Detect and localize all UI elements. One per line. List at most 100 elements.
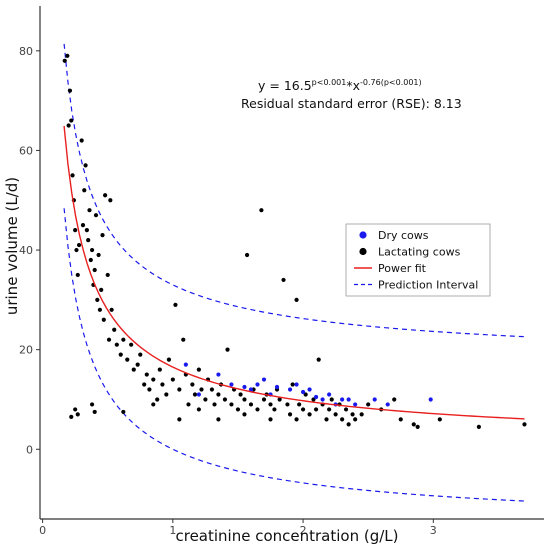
- data-point: [138, 352, 143, 357]
- data-point: [316, 357, 321, 362]
- data-point: [307, 412, 312, 417]
- data-point: [75, 412, 80, 417]
- data-point: [166, 357, 172, 362]
- data-point: [112, 327, 117, 332]
- data-point: [248, 387, 254, 392]
- data-point: [87, 208, 92, 213]
- data-point: [151, 402, 156, 407]
- axes: 0 1 2 3 0 20 40 60 80: [19, 6, 544, 537]
- y-tick-label: 20: [19, 344, 33, 357]
- data-point: [281, 277, 286, 283]
- data-point: [65, 53, 70, 58]
- data-point: [67, 88, 73, 93]
- data-point: [428, 397, 433, 402]
- data-point: [97, 307, 103, 312]
- data-point: [372, 397, 377, 402]
- data-point: [274, 384, 280, 390]
- data-point: [92, 409, 97, 415]
- data-point: [106, 337, 112, 342]
- data-point: [135, 362, 140, 367]
- data-point: [353, 402, 358, 407]
- data-point: [313, 407, 319, 412]
- legend-label: Power fit: [378, 262, 427, 275]
- data-point: [157, 367, 162, 372]
- data-point: [86, 237, 91, 243]
- data-point: [300, 389, 306, 395]
- data-point: [311, 397, 316, 402]
- data-point: [62, 58, 67, 63]
- data-point: [437, 417, 442, 422]
- data-point: [297, 402, 302, 407]
- data-point: [222, 397, 228, 402]
- data-point: [366, 402, 371, 407]
- y-axis-title: urine volume (L/d): [3, 177, 21, 315]
- data-point: [294, 382, 299, 387]
- data-point: [229, 402, 234, 407]
- data-point: [277, 397, 282, 402]
- data-point: [70, 173, 75, 178]
- data-point: [346, 422, 351, 427]
- data-point: [147, 387, 152, 392]
- data-point: [95, 297, 100, 302]
- data-point: [177, 387, 182, 392]
- data-point: [96, 252, 101, 258]
- data-point: [272, 407, 277, 412]
- data-point: [313, 394, 319, 400]
- data-point: [160, 382, 165, 387]
- data-point: [203, 397, 208, 402]
- data-point: [385, 402, 390, 407]
- data-point: [261, 397, 267, 402]
- y-tick-label: 0: [26, 443, 33, 456]
- data-point: [333, 412, 338, 417]
- data-point: [192, 392, 198, 397]
- data-point: [287, 412, 293, 417]
- equation-annotation: y = 16.5p<0.001*x-0.76(p<0.001): [258, 78, 422, 93]
- data-point: [346, 397, 351, 402]
- data-point: [164, 392, 169, 397]
- data-point: [105, 272, 110, 278]
- data-point: [235, 407, 241, 412]
- prediction-interval-lower: [63, 208, 525, 502]
- data-point: [131, 367, 136, 372]
- data-point: [300, 407, 306, 412]
- x-tick-label: 2: [300, 524, 307, 537]
- data-point: [324, 417, 329, 422]
- data-point: [155, 397, 160, 402]
- data-point: [101, 317, 106, 322]
- data-point: [74, 247, 79, 253]
- data-point: [73, 228, 78, 233]
- data-point: [99, 287, 104, 292]
- data-point: [327, 407, 332, 412]
- data-point: [398, 417, 403, 422]
- data-point: [411, 422, 416, 427]
- data-point: [353, 417, 358, 422]
- data-point: [359, 412, 364, 417]
- legend-key-dot: [359, 247, 367, 256]
- data-point: [84, 228, 89, 233]
- data-point: [173, 302, 178, 307]
- data-point: [340, 417, 345, 422]
- data-point: [100, 233, 105, 238]
- data-point: [114, 342, 119, 347]
- data-point: [103, 193, 108, 198]
- data-point: [170, 377, 175, 382]
- data-point: [343, 407, 349, 412]
- data-point: [229, 382, 234, 387]
- data-point: [327, 392, 332, 397]
- data-point: [80, 223, 86, 228]
- data-point: [255, 407, 260, 412]
- data-point: [244, 252, 250, 258]
- data-point: [476, 424, 481, 429]
- data-point: [199, 387, 204, 392]
- data-point: [392, 397, 397, 402]
- data-point: [242, 412, 247, 417]
- data-point: [92, 267, 97, 273]
- data-point: [212, 402, 217, 407]
- data-point: [190, 382, 195, 387]
- data-point: [181, 337, 186, 342]
- data-point: [69, 118, 74, 123]
- data-point: [75, 272, 80, 278]
- data-point: [268, 402, 273, 407]
- data-point: [89, 247, 95, 253]
